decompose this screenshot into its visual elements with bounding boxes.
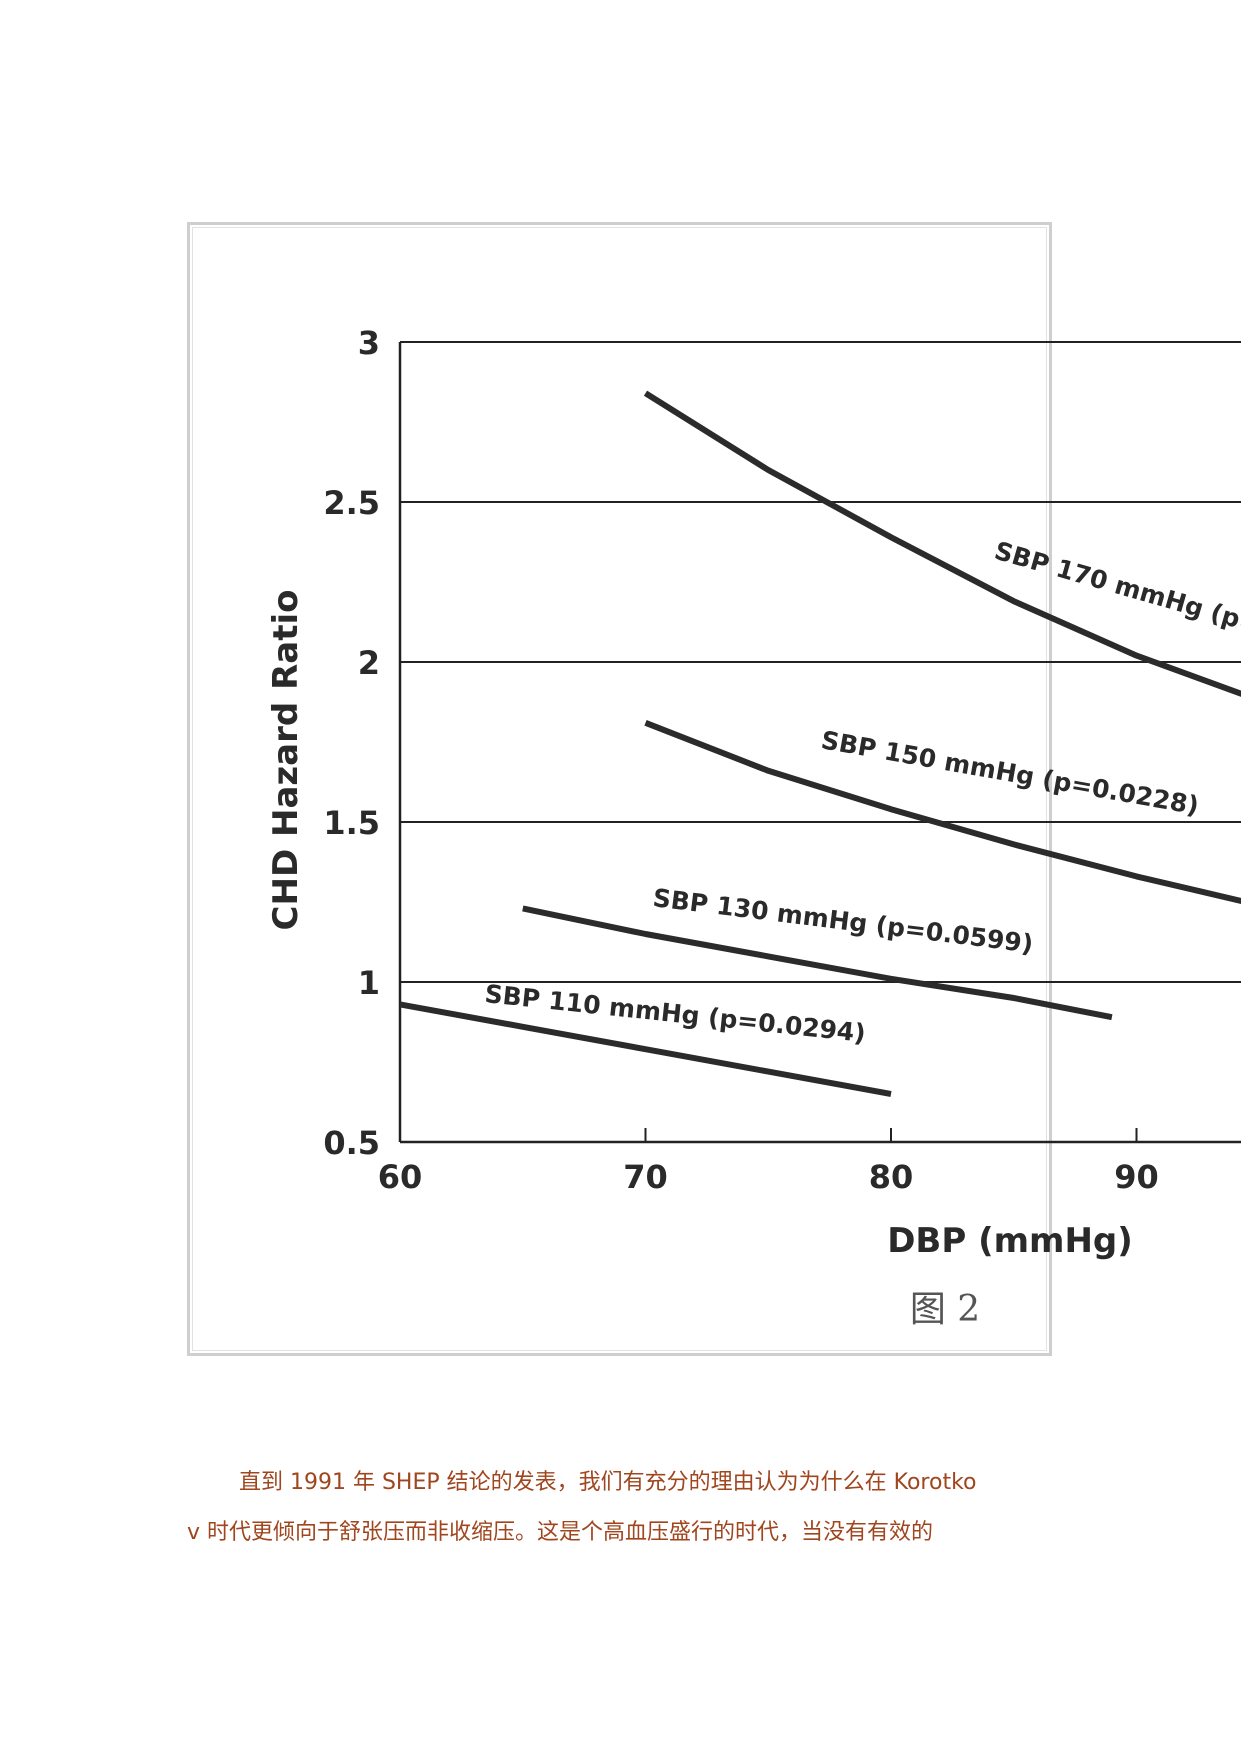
series-line-4 (399, 1001, 892, 1097)
figure-caption: 图 2 (909, 1289, 981, 1330)
series-line-1 (643, 390, 1241, 697)
series-line-2 (644, 720, 1241, 904)
series-label: SBP 110 mmHg (p=0.0294) (483, 979, 867, 1048)
series-label: SBP 170 mmHg (p= (991, 536, 1241, 640)
y-tick-label: 1 (358, 964, 380, 1002)
figure-frame-inner (192, 227, 1047, 1351)
body-text-line-2: v 时代更倾向于舒张压而非收缩压。这是个高血压盛行的时代，当没有有效的 (187, 1520, 934, 1545)
x-tick-label: 70 (623, 1158, 668, 1196)
y-axis-label: CHD Hazard Ratio (266, 590, 306, 931)
y-tick-label: 1.5 (323, 804, 380, 842)
x-tick-label: 60 (378, 1158, 423, 1196)
x-tick-label: 80 (869, 1158, 914, 1196)
series-line-3 (522, 905, 1113, 1021)
y-tick-label: 2 (358, 644, 380, 682)
x-tick-label: 90 (1114, 1158, 1159, 1196)
y-tick-label: 2.5 (323, 484, 380, 522)
y-tick-label: 3 (358, 324, 380, 362)
y-tick-label: 0.5 (323, 1124, 380, 1162)
body-text-line-1: 直到 1991 年 SHEP 结论的发表，我们有充分的理由认为为什么在 Koro… (239, 1470, 977, 1495)
figure-frame (187, 222, 1052, 1356)
x-axis-label: DBP (mmHg) (887, 1221, 1133, 1261)
